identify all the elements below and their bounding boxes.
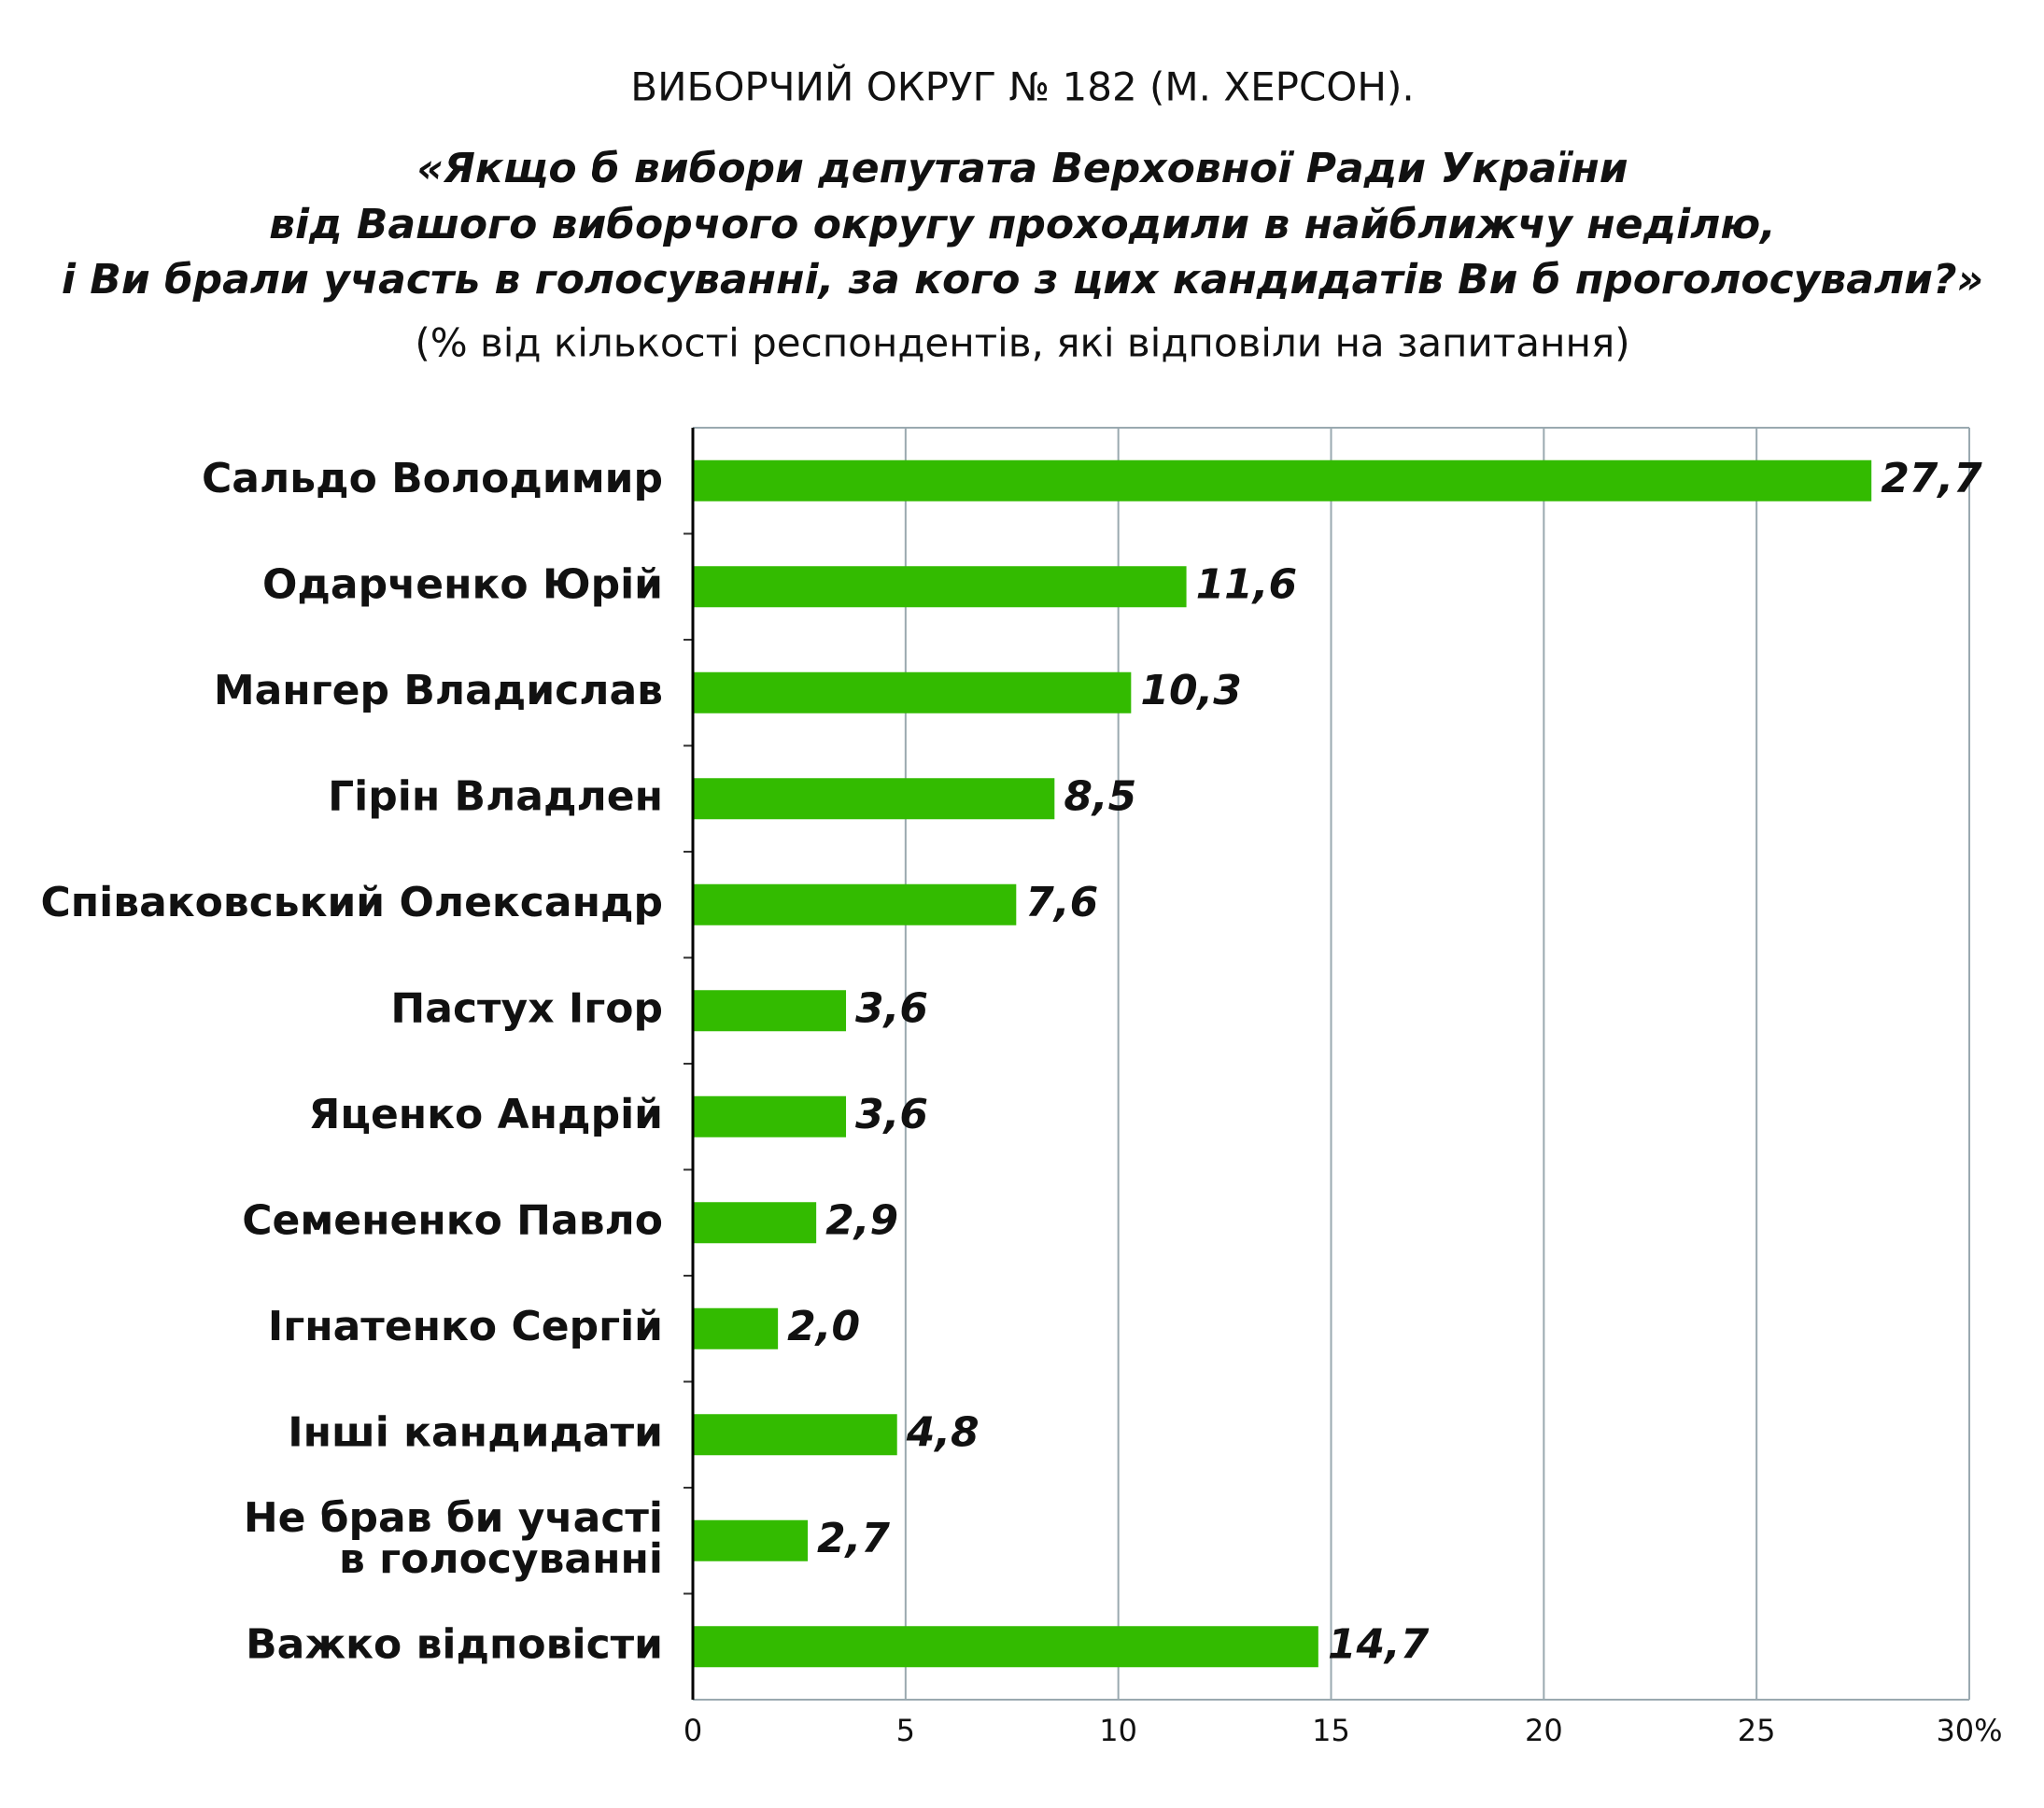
category-label: Важко відповісти xyxy=(246,1620,663,1668)
bar xyxy=(693,1307,779,1349)
category-label: Співаковський Олександр xyxy=(40,879,663,926)
bar xyxy=(693,990,847,1032)
bar xyxy=(693,459,1872,501)
bar xyxy=(693,1626,1318,1668)
value-label: 10,3 xyxy=(1140,667,1242,714)
category-label: Гірін Владлен xyxy=(328,772,663,820)
x-tick-label: 25 xyxy=(1738,1713,1776,1748)
bar xyxy=(693,566,1187,608)
bar xyxy=(693,1519,809,1561)
category-label: Семененко Павло xyxy=(242,1196,663,1244)
category-label: Яценко Андрій xyxy=(308,1091,663,1138)
value-label: 3,6 xyxy=(855,1091,928,1138)
x-tick-label: 0 xyxy=(684,1713,702,1748)
x-tick-label: 10 xyxy=(1099,1713,1137,1748)
chart-title: ВИБОРЧИЙ ОКРУГ № 182 (М. ХЕРСОН). xyxy=(630,64,1414,110)
category-label: Сальдо Володимир xyxy=(202,455,663,502)
category-label: Ігнатенко Сергій xyxy=(268,1303,663,1350)
bar xyxy=(693,778,1055,820)
chart-subtitle: і Ви брали участь в голосуванні, за кого… xyxy=(62,256,1983,304)
x-tick-label: 15 xyxy=(1312,1713,1350,1748)
x-tick-label: 20 xyxy=(1525,1713,1563,1748)
category-label: Не брав би участі в голосуванні xyxy=(244,1494,663,1583)
bar xyxy=(693,1095,847,1137)
bar xyxy=(693,1202,817,1244)
x-tick-label: 30% xyxy=(1936,1713,2002,1748)
bar xyxy=(693,883,1017,925)
chart-note: (% від кількості респондентів, які відпо… xyxy=(415,320,1629,366)
category-label: Пастух Ігор xyxy=(390,984,663,1032)
bar xyxy=(693,1414,897,1456)
value-label: 27,7 xyxy=(1881,455,1982,502)
value-label: 8,5 xyxy=(1064,772,1136,820)
chart-subtitle: «Якщо б вибори депутата Верховної Ради У… xyxy=(416,145,1628,192)
value-label: 14,7 xyxy=(1328,1620,1430,1668)
category-label: Інші кандидати xyxy=(288,1408,663,1456)
category-label: Мангер Владислав xyxy=(214,667,663,714)
value-label: 7,6 xyxy=(1025,879,1098,926)
chart-subtitle: від Вашого виборчого округу проходили в … xyxy=(269,201,1776,248)
bar xyxy=(693,671,1132,713)
value-label: 3,6 xyxy=(855,984,928,1032)
value-label: 2,0 xyxy=(787,1303,860,1350)
value-label: 2,7 xyxy=(817,1515,890,1562)
value-label: 4,8 xyxy=(906,1408,980,1456)
category-label: Одарченко Юрій xyxy=(262,560,663,608)
value-label: 11,6 xyxy=(1196,560,1298,608)
x-tick-label: 5 xyxy=(896,1713,915,1748)
value-label: 2,9 xyxy=(825,1196,898,1244)
